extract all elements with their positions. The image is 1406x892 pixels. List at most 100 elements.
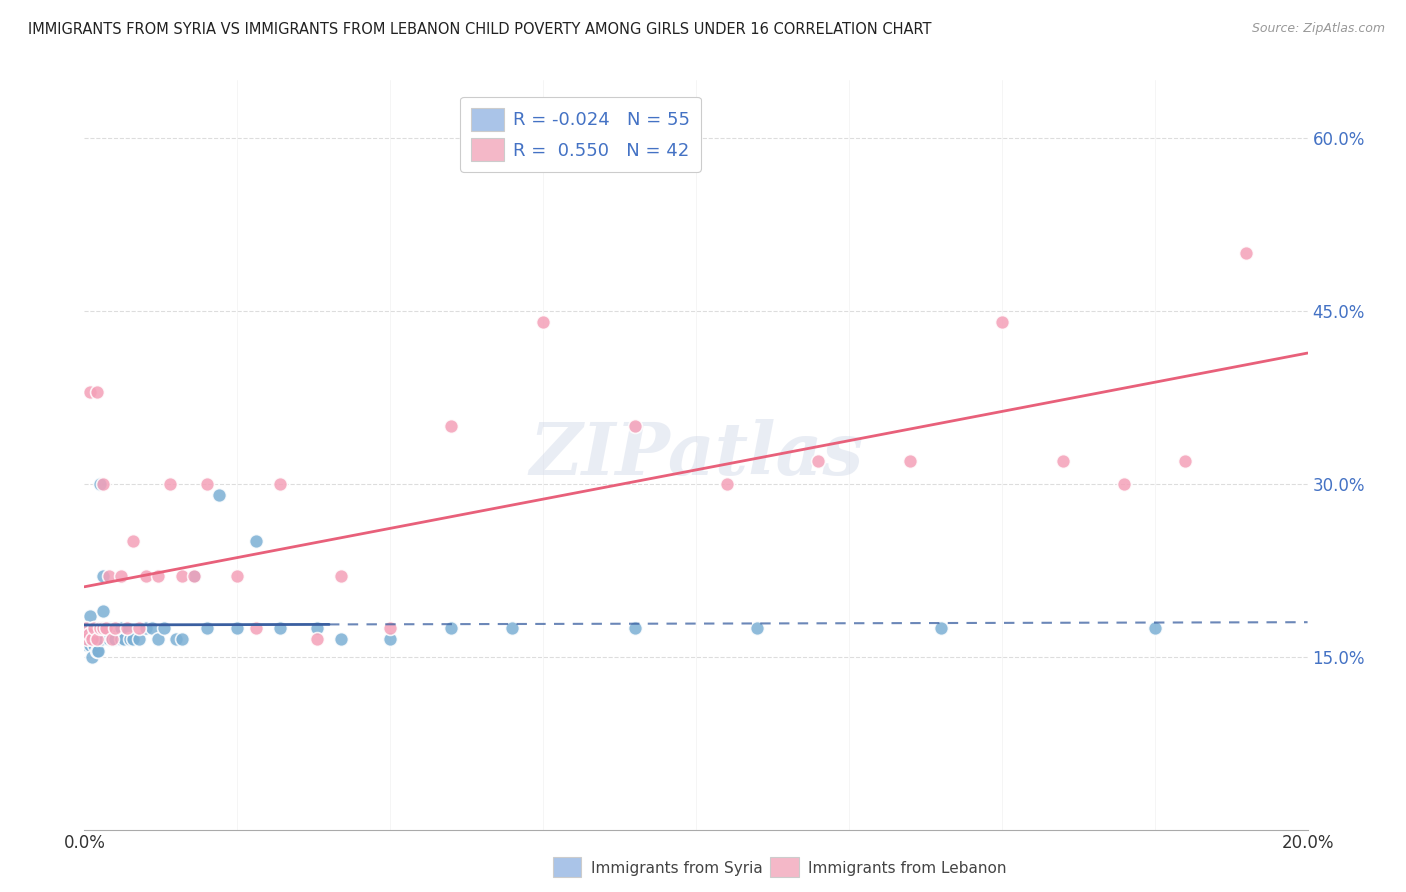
Point	[183, 569, 205, 583]
Point	[146, 632, 169, 647]
Point	[122, 632, 145, 647]
Point	[141, 621, 163, 635]
Point	[89, 621, 111, 635]
Point	[93, 621, 115, 635]
Point	[195, 621, 218, 635]
Point	[122, 534, 145, 549]
Point	[624, 419, 647, 434]
Point	[115, 621, 138, 635]
Point	[716, 476, 738, 491]
Point	[97, 569, 120, 583]
Point	[269, 621, 291, 635]
Point	[83, 621, 105, 635]
Bar	[770, 857, 799, 877]
Point	[91, 603, 114, 617]
Point	[101, 632, 124, 647]
Point	[807, 453, 830, 467]
Point	[77, 626, 100, 640]
Point	[380, 621, 402, 635]
Point	[82, 649, 104, 664]
Point	[90, 632, 112, 647]
Point	[104, 621, 127, 635]
Point	[1236, 246, 1258, 260]
Point	[226, 621, 249, 635]
Point	[128, 632, 150, 647]
Point	[440, 621, 463, 635]
Point	[305, 621, 328, 635]
Point	[110, 621, 132, 635]
Text: Immigrants from Lebanon: Immigrants from Lebanon	[808, 861, 1007, 876]
Point	[83, 632, 105, 647]
Point	[135, 569, 157, 583]
Legend: R = -0.024   N = 55, R =  0.550   N = 42: R = -0.024 N = 55, R = 0.550 N = 42	[460, 97, 700, 172]
Point	[97, 632, 120, 647]
Point	[107, 621, 129, 635]
Point	[195, 476, 218, 491]
Point	[87, 644, 110, 658]
Point	[153, 621, 176, 635]
Point	[245, 534, 267, 549]
Point	[86, 644, 108, 658]
Text: ZIPatlas: ZIPatlas	[529, 419, 863, 491]
Point	[172, 569, 194, 583]
Point	[330, 569, 353, 583]
Point	[110, 632, 132, 647]
Bar	[553, 857, 581, 877]
Point	[120, 632, 142, 647]
Point	[86, 632, 108, 647]
Point	[146, 569, 169, 583]
Point	[208, 488, 231, 502]
Point	[79, 384, 101, 399]
Point	[531, 315, 554, 329]
Point	[86, 384, 108, 399]
Point	[77, 626, 100, 640]
Point	[94, 621, 117, 635]
Point	[89, 476, 111, 491]
Point	[183, 569, 205, 583]
Point	[75, 621, 97, 635]
Text: IMMIGRANTS FROM SYRIA VS IMMIGRANTS FROM LEBANON CHILD POVERTY AMONG GIRLS UNDER: IMMIGRANTS FROM SYRIA VS IMMIGRANTS FROM…	[28, 22, 932, 37]
Point	[330, 632, 353, 647]
Point	[245, 621, 267, 635]
Point	[97, 621, 120, 635]
Point	[1052, 453, 1074, 467]
Point	[1114, 476, 1136, 491]
Point	[91, 476, 114, 491]
Point	[226, 569, 249, 583]
Point	[165, 632, 187, 647]
Point	[747, 621, 769, 635]
Point	[101, 632, 124, 647]
Point	[502, 621, 524, 635]
Point	[305, 632, 328, 647]
Point	[112, 632, 135, 647]
Point	[91, 621, 114, 635]
Point	[83, 638, 105, 652]
Point	[86, 632, 108, 647]
Point	[104, 621, 127, 635]
Point	[172, 632, 194, 647]
Point	[1143, 621, 1166, 635]
Point	[128, 621, 150, 635]
Point	[991, 315, 1014, 329]
Point	[80, 632, 103, 647]
Point	[929, 621, 952, 635]
Text: Immigrants from Syria: Immigrants from Syria	[591, 861, 762, 876]
Point	[94, 621, 117, 635]
Point	[75, 621, 97, 635]
Point	[110, 569, 132, 583]
Point	[79, 638, 101, 652]
Point	[98, 621, 121, 635]
Point	[83, 621, 105, 635]
Point	[86, 621, 108, 635]
Point	[624, 621, 647, 635]
Point	[91, 569, 114, 583]
Point	[380, 632, 402, 647]
Point	[269, 476, 291, 491]
Point	[1174, 453, 1197, 467]
Point	[80, 626, 103, 640]
Text: Source: ZipAtlas.com: Source: ZipAtlas.com	[1251, 22, 1385, 36]
Point	[115, 621, 138, 635]
Point	[104, 632, 127, 647]
Point	[135, 621, 157, 635]
Point	[159, 476, 181, 491]
